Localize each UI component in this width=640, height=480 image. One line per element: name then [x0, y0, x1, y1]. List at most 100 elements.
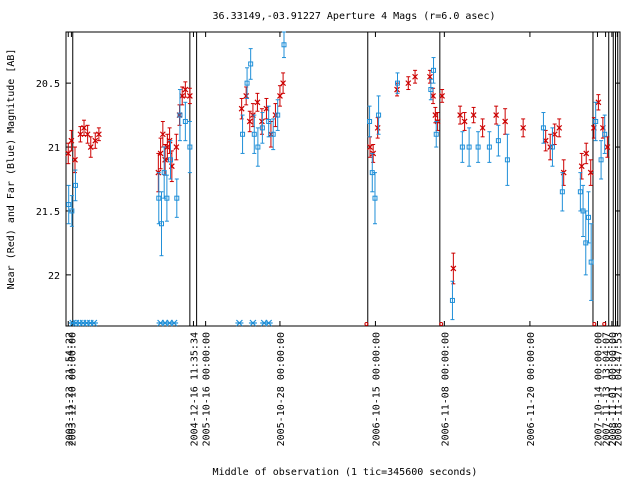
near-marker-stroke — [254, 99, 261, 106]
near-point — [157, 150, 164, 157]
bottom-star-marker — [264, 319, 273, 327]
far-point — [577, 189, 583, 195]
x-tick-label: 2005-10-28 00:00:00 — [276, 332, 287, 446]
near-marker-stroke — [159, 131, 166, 138]
far-point — [270, 131, 276, 137]
star-stroke — [235, 319, 243, 327]
x-tick-label: 2007-10-14 00:00:00 — [593, 332, 604, 446]
y-tick-label: 20.5 — [36, 79, 60, 90]
x-tick-label: 2004-12-16 11:35:34 — [189, 332, 200, 446]
near-point — [556, 124, 563, 131]
near-point — [263, 105, 270, 112]
near-point — [405, 80, 412, 87]
near-marker-stroke — [493, 112, 500, 119]
near-marker-stroke — [432, 112, 439, 119]
near-point — [254, 99, 261, 106]
far-point — [158, 221, 164, 227]
near-point — [173, 144, 180, 150]
near-marker-stroke — [179, 92, 186, 99]
bottom-red-mark — [439, 322, 444, 326]
near-marker-stroke — [520, 124, 527, 131]
near-marker-stroke — [77, 131, 84, 138]
star-stroke — [170, 319, 178, 327]
x-tick-label: 2007-11-13 13:04:07 — [602, 332, 613, 446]
x-tick-label: 2006-11-20 00:00:00 — [526, 332, 537, 446]
near-point — [587, 169, 594, 176]
x-tick-label: 2008-11-21 04:47:53 — [613, 332, 624, 446]
near-point — [604, 144, 611, 150]
chart-title: 36.33149,-03.91227 Aperture 4 Mags (r=6.… — [213, 11, 496, 22]
bottom-star-marker — [89, 319, 98, 327]
x-tick-label: 2006-11-08 00:00:00 — [440, 332, 451, 446]
near-marker-stroke — [604, 144, 611, 150]
far-point — [559, 189, 565, 195]
far-point — [275, 112, 281, 118]
far-point — [475, 144, 481, 150]
near-marker-stroke — [450, 265, 457, 272]
near-marker-stroke — [238, 105, 245, 112]
y-tick-label: 21 — [48, 143, 60, 154]
far-point — [177, 112, 183, 118]
near-marker-stroke — [542, 137, 549, 144]
bottom-star-marker — [248, 319, 257, 327]
near-marker-stroke — [412, 73, 418, 80]
near-marker-stroke — [470, 112, 477, 119]
near-point — [277, 92, 283, 99]
far-point — [259, 125, 265, 131]
near-point — [439, 92, 446, 99]
near-marker-stroke — [457, 112, 464, 119]
x-tick-label: 2005-10-16 00:00:00 — [202, 332, 213, 446]
near-point — [542, 137, 549, 144]
near-point — [280, 80, 287, 87]
near-marker-stroke — [173, 144, 180, 150]
far-point — [251, 131, 257, 137]
near-point — [427, 73, 433, 80]
far-point — [187, 144, 193, 150]
near-point — [583, 150, 590, 157]
near-point — [164, 144, 171, 150]
far-point — [281, 42, 287, 48]
near-point — [87, 144, 94, 150]
near-marker-stroke — [72, 156, 78, 163]
far-point — [255, 144, 261, 150]
y-tick-label: 21.5 — [36, 207, 60, 218]
far-point — [248, 61, 254, 67]
near-marker-stroke — [502, 118, 509, 125]
y-axis-label: Near (Red) and Far (Blue) Magnitude [AB] — [6, 49, 17, 290]
far-point — [486, 144, 492, 150]
near-point — [432, 112, 439, 119]
plot-area: 20.5 21 21.5 22 2003-11-23 21:54:222003-12-1… — [36, 31, 624, 446]
far-point — [540, 125, 546, 131]
near-marker-stroke — [430, 92, 437, 99]
bottom-star-marker — [170, 319, 179, 327]
near-marker-stroke — [164, 144, 171, 150]
near-marker-stroke — [479, 124, 486, 131]
near-marker-stroke — [427, 73, 433, 80]
far-point — [367, 118, 373, 124]
near-marker-stroke — [84, 131, 91, 138]
near-marker-stroke — [65, 150, 72, 157]
near-point — [412, 73, 418, 80]
near-point — [578, 163, 585, 170]
near-marker-stroke — [182, 86, 189, 93]
near-marker-stroke — [280, 80, 287, 87]
bottom-red-mark — [364, 322, 369, 326]
far-point — [449, 297, 455, 303]
far-point — [167, 157, 173, 163]
far-point — [459, 144, 465, 150]
far-point — [244, 80, 250, 86]
near-marker-stroke — [243, 92, 250, 99]
near-point — [461, 118, 468, 125]
far-point — [394, 80, 400, 86]
bottom-star-marker — [235, 319, 244, 327]
near-marker-stroke — [92, 137, 99, 144]
x-axis-label: Middle of observation (1 tic=345600 seco… — [213, 467, 478, 478]
x-tick-label: 2008-11-01 00:00:00 — [608, 332, 619, 446]
near-marker-stroke — [277, 92, 283, 99]
near-marker-stroke — [263, 105, 270, 112]
near-marker-stroke — [595, 99, 602, 106]
far-point — [161, 170, 167, 176]
near-point — [246, 118, 253, 125]
far-point — [174, 195, 180, 201]
far-point — [66, 202, 72, 208]
